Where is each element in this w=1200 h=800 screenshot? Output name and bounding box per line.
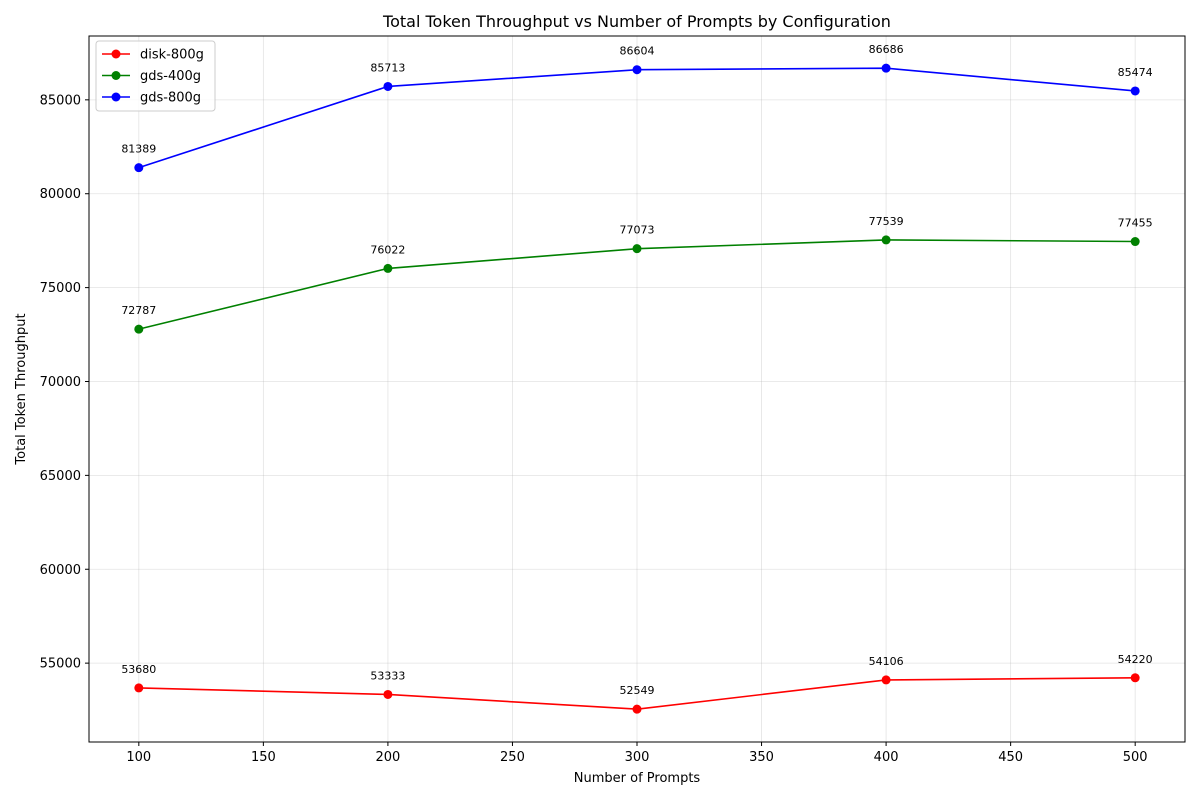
data-point <box>1130 86 1140 96</box>
data-label: 81389 <box>121 143 156 156</box>
x-tick-label: 500 <box>1123 750 1148 765</box>
data-point <box>134 163 144 173</box>
x-axis-label: Number of Prompts <box>574 771 701 786</box>
x-tick-label: 250 <box>500 750 525 765</box>
data-point <box>383 689 393 699</box>
data-label: 72787 <box>121 304 156 317</box>
data-point <box>134 683 144 693</box>
legend-label: gds-800g <box>140 91 201 106</box>
series-disk-800g: 53680 53333 52549 54106 54220 <box>121 653 1153 714</box>
data-point <box>632 704 642 714</box>
data-point <box>632 244 642 254</box>
legend-item-disk-800g: disk-800g <box>102 48 204 63</box>
x-tick-label: 400 <box>874 750 899 765</box>
x-tick-label: 200 <box>375 750 400 765</box>
y-tick-label: 80000 <box>40 187 81 202</box>
data-label: 54220 <box>1118 653 1153 666</box>
data-label: 77539 <box>869 215 904 228</box>
y-tick-label: 75000 <box>40 281 81 296</box>
y-tick-label: 55000 <box>40 657 81 672</box>
x-tick-label: 350 <box>749 750 774 765</box>
x-tick-label: 100 <box>126 750 151 765</box>
series-gds-800g: 81389 85713 86604 86686 85474 <box>121 43 1153 173</box>
series-layer: 53680 53333 52549 54106 54220 72787 76022 77073… <box>121 43 1153 714</box>
legend-swatch-marker <box>111 92 121 102</box>
data-label: 54106 <box>869 655 904 668</box>
legend-label: gds-400g <box>140 69 201 84</box>
data-label: 53333 <box>370 669 405 682</box>
legend-label: disk-800g <box>140 48 204 63</box>
data-point <box>1130 237 1140 247</box>
data-point <box>881 235 891 245</box>
x-tick-label: 150 <box>251 750 276 765</box>
data-label: 77455 <box>1118 217 1153 230</box>
data-label: 86604 <box>620 45 655 58</box>
data-label: 85474 <box>1118 66 1153 79</box>
data-point <box>383 81 393 91</box>
data-point <box>383 263 393 273</box>
data-label: 86686 <box>869 43 904 56</box>
data-label: 53680 <box>121 663 156 676</box>
y-tick-label: 65000 <box>40 469 81 484</box>
data-label: 77073 <box>620 224 655 237</box>
y-tick-label: 70000 <box>40 375 81 390</box>
legend-box <box>95 40 216 112</box>
x-tick-label: 300 <box>625 750 650 765</box>
chart-title: Total Token Throughput vs Number of Prom… <box>382 12 891 31</box>
y-axis-label: Total Token Throughput <box>14 313 29 465</box>
legend-item-gds-800g: gds-800g <box>102 91 201 106</box>
series-gds-400g: 72787 76022 77073 77539 77455 <box>121 215 1153 334</box>
data-point <box>881 675 891 685</box>
y-axis: 55000 60000 65000 70000 75000 80000 85000 <box>40 93 89 672</box>
data-label: 52549 <box>620 684 655 697</box>
data-point <box>1130 673 1140 683</box>
legend-item-gds-400g: gds-400g <box>102 69 201 84</box>
data-point <box>134 324 144 334</box>
x-axis: 100 150 200 250 300 350 400 450 500 <box>126 742 1148 765</box>
grid <box>89 36 1185 742</box>
legend-swatch-marker <box>111 49 121 59</box>
x-tick-label: 450 <box>998 750 1023 765</box>
legend: disk-800g gds-400g gds-800g <box>95 40 216 112</box>
y-tick-label: 60000 <box>40 563 81 578</box>
data-label: 85713 <box>370 61 405 74</box>
data-point <box>632 65 642 75</box>
data-point <box>881 63 891 73</box>
y-tick-label: 85000 <box>40 93 81 108</box>
data-label: 76022 <box>370 243 405 256</box>
legend-swatch-marker <box>111 71 121 80</box>
